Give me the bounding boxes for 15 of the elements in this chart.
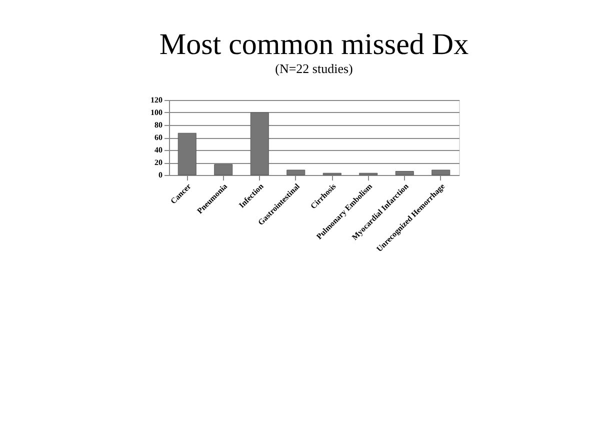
y-tick-label: 100 xyxy=(150,108,162,117)
y-tick-label: 120 xyxy=(150,96,162,104)
bar xyxy=(432,170,450,176)
bar xyxy=(178,132,196,176)
bar xyxy=(214,164,233,176)
y-tick-label: 0 xyxy=(158,170,162,180)
y-tick-label: 40 xyxy=(154,146,162,154)
chart-title: Most common missed Dx xyxy=(159,28,469,61)
y-tick-label: 20 xyxy=(154,158,162,167)
y-tick-label: 80 xyxy=(154,120,162,130)
bar xyxy=(286,170,306,176)
chart-subtitle: (N=22 studies) xyxy=(275,61,353,76)
y-tick-label: 60 xyxy=(154,133,162,142)
bar xyxy=(250,112,269,176)
bar xyxy=(395,171,414,176)
